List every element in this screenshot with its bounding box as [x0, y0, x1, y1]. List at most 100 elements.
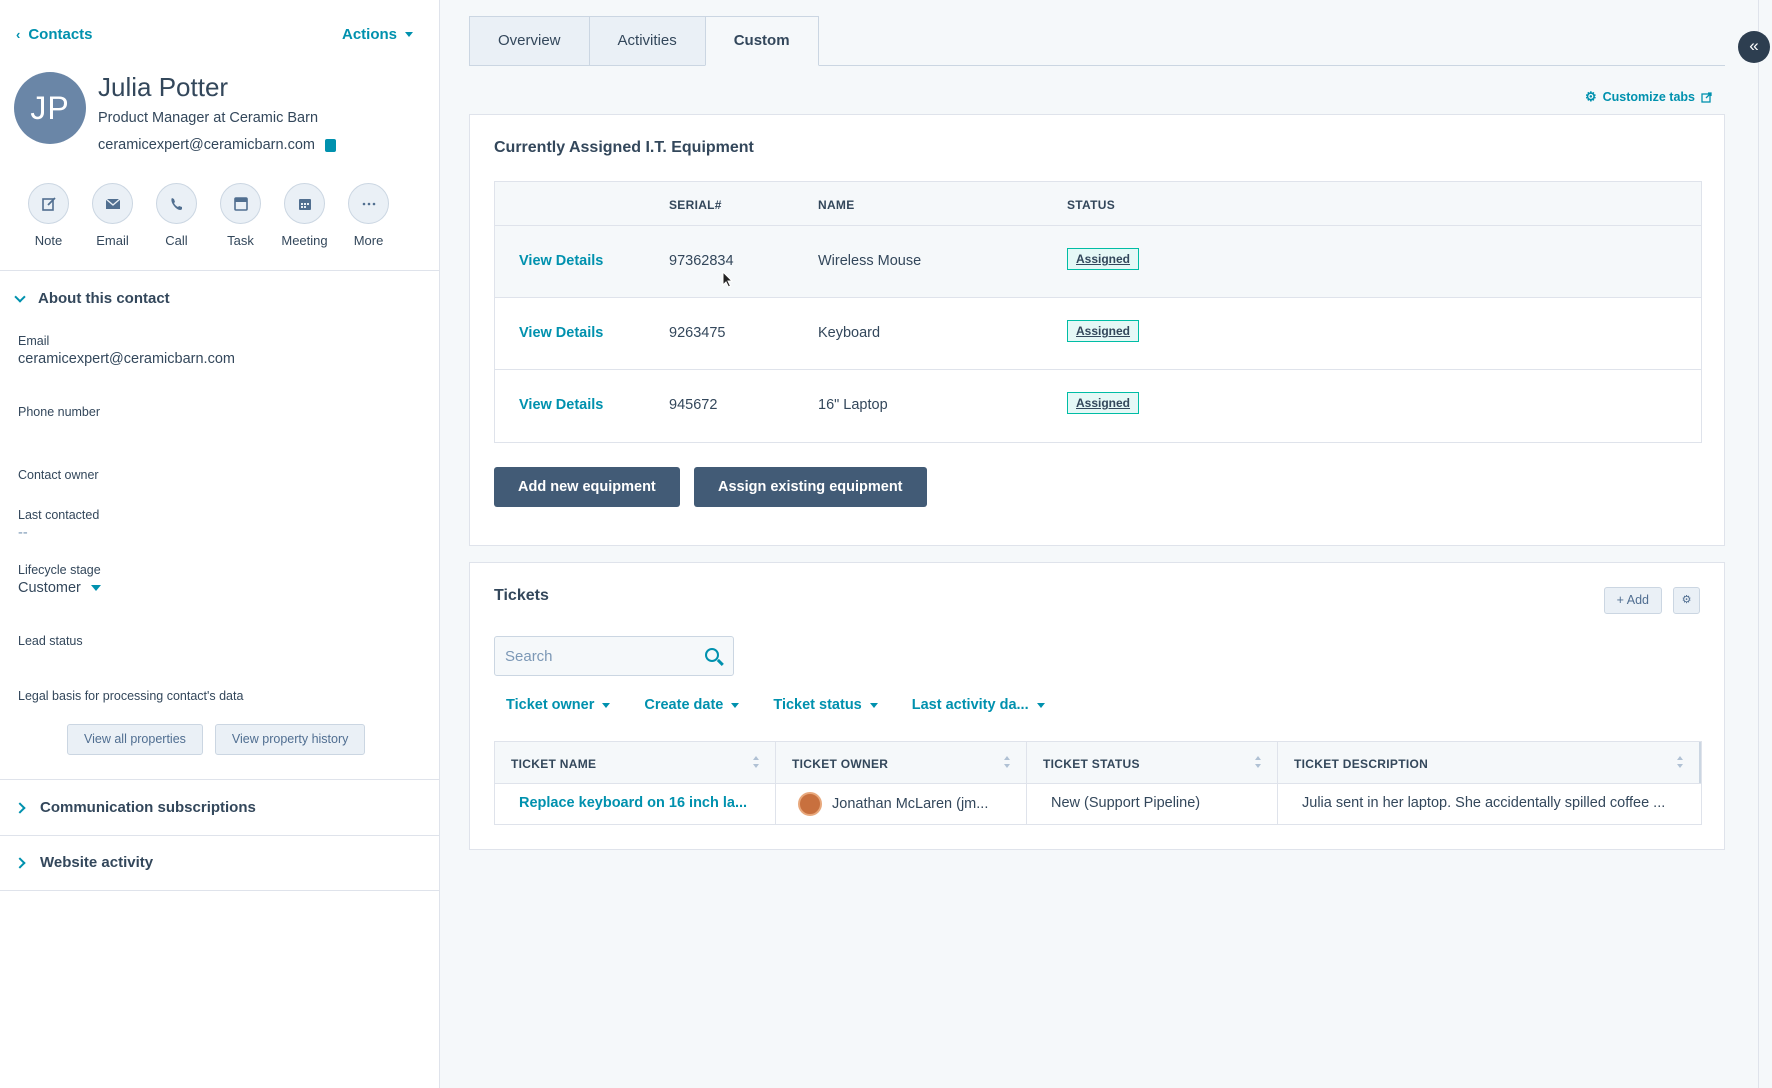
legal-basis-label: Legal basis for processing contact's dat…: [18, 689, 244, 703]
last-contacted-label: Last contacted: [18, 508, 100, 522]
status-badge[interactable]: Assigned: [1067, 248, 1140, 270]
name-cell: Wireless Mouse: [818, 253, 922, 269]
task-label: Task: [227, 233, 254, 248]
name-column-header: NAME: [818, 198, 855, 212]
column-header-label: TICKET OWNER: [792, 757, 889, 771]
serial-cell: 97362834: [669, 253, 734, 269]
phone-property[interactable]: Phone number: [18, 405, 100, 419]
equipment-table: SERIAL# NAME STATUS View Details 9736283…: [494, 181, 1702, 443]
caret-down-icon: [602, 702, 611, 708]
avatar: JP: [14, 72, 86, 144]
ticket-name-column-header[interactable]: TICKET NAME: [495, 742, 776, 783]
ticket-status-column-header[interactable]: TICKET STATUS: [1027, 742, 1278, 783]
add-new-equipment-button[interactable]: Add new equipment: [494, 467, 680, 507]
back-to-contacts-link[interactable]: ‹ Contacts: [16, 26, 93, 43]
website-activity-label: Website activity: [40, 854, 154, 871]
serial-cell: 9263475: [669, 325, 726, 341]
lead-status-property[interactable]: Lead status: [18, 634, 83, 648]
avatar: [798, 792, 822, 816]
actions-label: Actions: [341, 26, 397, 43]
last-activity-filter[interactable]: Last activity da...: [912, 697, 1045, 713]
ticket-description-column-header[interactable]: TICKET DESCRIPTION: [1278, 742, 1701, 783]
name-cell: Keyboard: [818, 325, 881, 341]
view-details-link[interactable]: View Details: [519, 325, 604, 341]
gear-icon: ⚙: [1681, 594, 1692, 606]
quick-actions: Note Email Call Task Meeting: [28, 183, 389, 248]
email-button[interactable]: Email: [92, 183, 133, 248]
right-rail: [1758, 0, 1772, 1088]
ticket-name-link[interactable]: Replace keyboard on 16 inch la...: [495, 784, 776, 824]
ticket-owner-column-header[interactable]: TICKET OWNER: [776, 742, 1027, 783]
table-row: View Details 97362834 Wireless Mouse Ass…: [495, 226, 1701, 298]
ticket-status-filter[interactable]: Ticket status: [773, 697, 878, 713]
equipment-card-title: Currently Assigned I.T. Equipment: [494, 139, 754, 156]
actions-dropdown[interactable]: Actions: [342, 26, 413, 43]
view-all-properties-button[interactable]: View all properties: [67, 724, 203, 755]
meeting-label: Meeting: [281, 233, 328, 248]
tab-activities[interactable]: Activities: [588, 16, 706, 66]
email-icon: [92, 183, 133, 224]
chevron-right-icon: [14, 856, 26, 869]
website-activity-toggle[interactable]: Website activity: [14, 854, 154, 871]
note-button[interactable]: Note: [28, 183, 69, 248]
caret-down-icon: [1036, 702, 1045, 708]
view-details-link[interactable]: View Details: [519, 397, 604, 413]
caret-down-icon: [90, 585, 101, 591]
call-icon: [156, 183, 197, 224]
email-property: Email ceramicexpert@ceramicbarn.com: [18, 334, 235, 367]
back-link-label: Contacts: [28, 26, 93, 43]
owner-property[interactable]: Contact owner: [18, 468, 99, 482]
meeting-button[interactable]: Meeting: [281, 183, 328, 248]
ticket-filters: Ticket owner Create date Ticket status L…: [506, 697, 1045, 713]
communication-subscriptions-toggle[interactable]: Communication subscriptions: [14, 799, 256, 816]
call-label: Call: [165, 233, 188, 248]
task-button[interactable]: Task: [220, 183, 261, 248]
owner-property-label: Contact owner: [18, 468, 99, 482]
add-ticket-button[interactable]: + Add: [1603, 587, 1662, 614]
search-icon[interactable]: [705, 648, 719, 662]
call-button[interactable]: Call: [156, 183, 197, 248]
tab-bar: Overview Activities Custom: [469, 16, 819, 66]
status-badge[interactable]: Assigned: [1067, 320, 1140, 342]
meeting-icon: [284, 183, 325, 224]
sort-icon[interactable]: [1255, 756, 1261, 768]
lifecycle-label: Lifecycle stage: [18, 563, 101, 577]
view-property-history-button[interactable]: View property history: [214, 724, 366, 755]
copy-icon[interactable]: [321, 138, 336, 155]
caret-down-icon: [869, 702, 878, 708]
email-label: Email: [96, 233, 129, 248]
about-contact-toggle[interactable]: About this contact: [14, 290, 170, 307]
sort-icon[interactable]: [1677, 756, 1683, 768]
tickets-card: Tickets + Add ⚙ Ticket owner Create date…: [469, 562, 1725, 850]
status-badge[interactable]: Assigned: [1067, 392, 1140, 414]
contact-email: ceramicexpert@ceramicbarn.com: [98, 137, 315, 153]
search-input[interactable]: [495, 637, 695, 675]
external-link-icon: [1701, 91, 1712, 103]
sort-icon[interactable]: [1004, 756, 1010, 768]
collapse-sidebar-button[interactable]: «: [1738, 31, 1770, 63]
filter-label: Last activity da...: [911, 697, 1029, 713]
filter-label: Ticket status: [773, 697, 862, 713]
lifecycle-dropdown[interactable]: Customer: [18, 580, 101, 596]
property-buttons: View all properties View property histor…: [67, 724, 366, 755]
tab-custom[interactable]: Custom: [704, 16, 819, 66]
more-button[interactable]: More: [348, 183, 389, 248]
ticket-owner-filter[interactable]: Ticket owner: [506, 697, 611, 713]
email-property-value[interactable]: ceramicexpert@ceramicbarn.com: [18, 351, 235, 367]
sort-icon[interactable]: [753, 756, 759, 768]
create-date-filter[interactable]: Create date: [644, 697, 740, 713]
task-icon: [220, 183, 261, 224]
ticket-owner-name: Jonathan McLaren (jm...: [832, 796, 989, 812]
legal-basis-property[interactable]: Legal basis for processing contact's dat…: [18, 689, 243, 703]
note-icon: [28, 183, 69, 224]
view-details-link[interactable]: View Details: [519, 253, 604, 269]
mouse-cursor-icon: [722, 271, 733, 288]
tab-bar-line: [469, 65, 1725, 66]
ticket-settings-button[interactable]: ⚙: [1673, 587, 1700, 614]
equipment-table-header: SERIAL# NAME STATUS: [495, 182, 1701, 226]
tab-overview[interactable]: Overview: [469, 16, 590, 66]
assign-existing-equipment-button[interactable]: Assign existing equipment: [694, 467, 927, 507]
customize-tabs-link[interactable]: ⚙ Customize tabs: [1585, 89, 1712, 105]
chevron-right-icon: [14, 801, 26, 814]
status-column-header: STATUS: [1067, 198, 1116, 212]
